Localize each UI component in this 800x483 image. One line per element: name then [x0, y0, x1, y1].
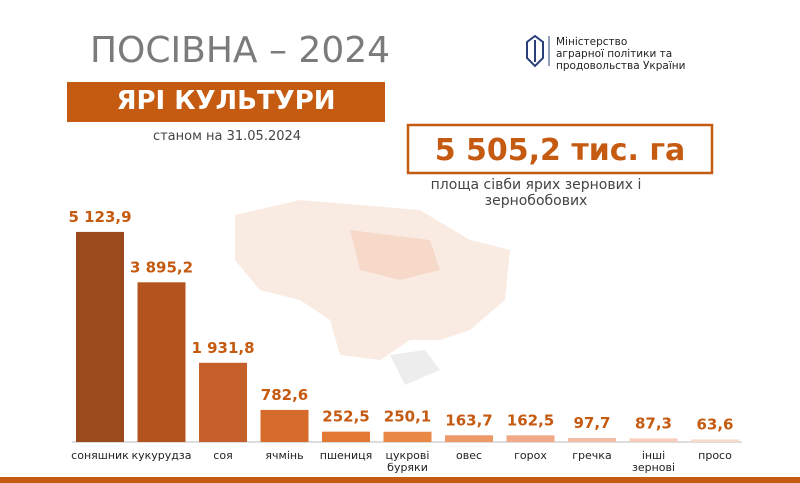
bar [568, 437, 616, 442]
ministry-line: продовольства України [556, 60, 685, 72]
subtitle: ЯРІ КУЛЬТУРИ [116, 86, 335, 116]
bar [629, 438, 678, 442]
ministry-line: Міністерство [556, 36, 627, 48]
category-label: соя [213, 449, 232, 462]
bar [691, 439, 739, 442]
category-label: ячмінь [265, 449, 303, 462]
bar [383, 431, 432, 442]
total: 5 505,2 тис. га [435, 133, 686, 168]
bar [506, 435, 555, 442]
category-label: інші зернові [632, 449, 675, 474]
value-label: 5 123,9 [68, 208, 131, 226]
value-label: 97,7 [573, 414, 610, 432]
category-label: овес [456, 449, 482, 462]
category-label: просо [698, 449, 732, 462]
value-label: 87,3 [635, 414, 672, 432]
value-label: 63,6 [696, 415, 733, 433]
category-label: цукрові буряки [386, 449, 430, 474]
bar [199, 362, 247, 442]
category-label: кукурудза [132, 449, 192, 462]
value-label: 3 895,2 [130, 258, 193, 276]
value-label: 252,5 [322, 408, 369, 426]
value-label: 250,1 [384, 408, 431, 426]
value-label: 1 931,8 [191, 339, 254, 357]
category-label: гречка [572, 449, 611, 462]
bar [322, 431, 370, 442]
value-label: 782,6 [261, 386, 308, 404]
footer-stripe [0, 477, 800, 483]
bar [445, 435, 493, 442]
bar [137, 282, 186, 442]
map-decoration [235, 200, 510, 385]
chart-title: ПОСІВНА – 2024 [90, 30, 390, 71]
category-label: пшениця [320, 449, 372, 462]
ministry-line: аграрної політики та [556, 48, 672, 60]
date-note: станом на 31.05.2024 [153, 129, 301, 144]
value-label: 162,5 [507, 411, 554, 429]
value-label: 163,7 [445, 411, 492, 429]
caption-line: площа сівби ярих зернових і [431, 177, 642, 193]
emblem [526, 34, 550, 68]
bar [76, 231, 124, 442]
subtitle-bg [67, 82, 385, 122]
category-label: соняшник [71, 449, 129, 462]
caption-line: зернобобових [485, 193, 588, 209]
category-label: горох [514, 449, 547, 462]
total-box [406, 123, 714, 175]
bar [260, 409, 309, 442]
